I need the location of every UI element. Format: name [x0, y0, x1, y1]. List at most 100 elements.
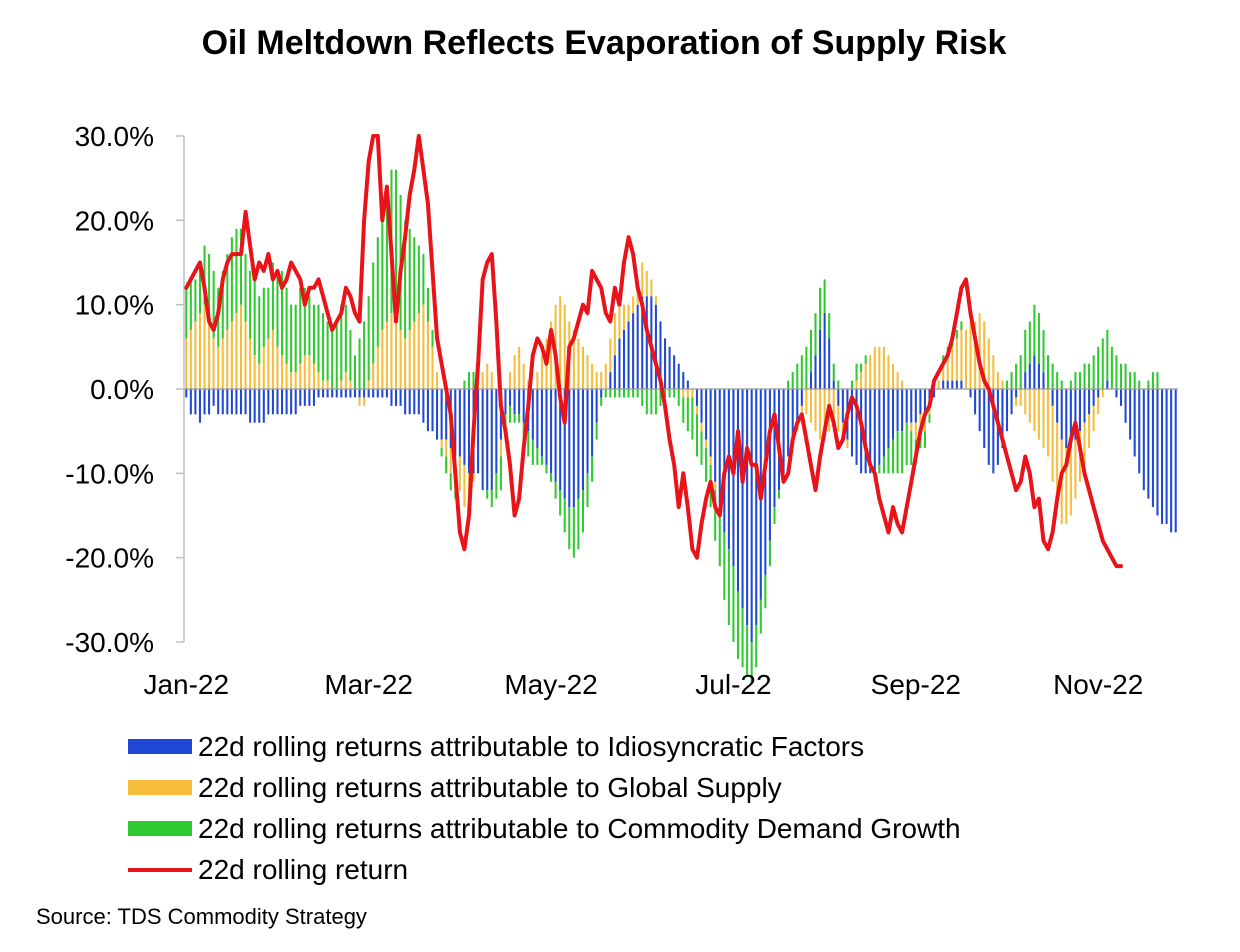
bars-layer — [185, 169, 1177, 685]
bar-demand — [513, 414, 516, 423]
bar-supply — [572, 329, 575, 389]
bar-idiosyncratic — [1005, 389, 1009, 432]
bar-demand — [285, 287, 288, 364]
bar-demand — [1083, 363, 1086, 389]
bar-supply — [513, 355, 516, 389]
bar-idiosyncratic — [905, 389, 908, 423]
bar-demand — [650, 389, 653, 415]
bar-supply — [987, 338, 990, 389]
bar-demand — [718, 507, 721, 567]
bar-supply — [385, 321, 388, 389]
bar-idiosyncratic — [317, 389, 320, 398]
bar-supply — [217, 346, 220, 389]
bar-supply — [686, 389, 689, 398]
bar-idiosyncratic — [390, 389, 393, 406]
bar-demand — [531, 439, 534, 465]
bar-idiosyncratic — [463, 389, 466, 465]
bar-idiosyncratic — [331, 389, 334, 398]
bar-idiosyncratic — [568, 389, 571, 508]
bar-demand — [353, 355, 357, 389]
bar-supply — [194, 321, 197, 389]
bar-supply — [1092, 405, 1095, 432]
bar-supply — [819, 389, 822, 440]
bar-demand — [376, 237, 379, 347]
bar-idiosyncratic — [709, 389, 712, 457]
bar-demand — [226, 254, 229, 330]
bar-demand — [1019, 355, 1022, 389]
bar-idiosyncratic — [208, 389, 211, 415]
bar-supply — [1033, 389, 1036, 432]
bar-idiosyncratic — [454, 389, 457, 457]
bar-demand — [791, 372, 794, 389]
bar-supply — [613, 313, 616, 356]
bar-supply — [942, 363, 945, 381]
bar-idiosyncratic — [531, 389, 534, 440]
bar-idiosyncratic — [645, 296, 648, 389]
bar-idiosyncratic — [1161, 389, 1164, 524]
bar-idiosyncratic — [577, 389, 580, 499]
x-tick-labels: Jan-22 Mar-22 May-22 Jul-22 Sep-22 Nov-22 — [143, 669, 1143, 700]
bar-supply — [189, 329, 192, 389]
bar-supply — [381, 329, 384, 389]
bar-demand — [1110, 346, 1113, 389]
bar-idiosyncratic — [1138, 389, 1141, 474]
bar-supply — [595, 372, 598, 389]
bar-supply — [1051, 405, 1054, 482]
bar-idiosyncratic — [969, 389, 972, 398]
bar-supply — [349, 380, 352, 389]
bar-idiosyncratic — [764, 389, 767, 575]
bar-idiosyncratic — [367, 389, 370, 398]
bar-supply — [855, 380, 858, 389]
bar-idiosyncratic — [477, 389, 480, 474]
bar-idiosyncratic — [755, 389, 758, 626]
bar-idiosyncratic — [718, 389, 721, 508]
bar-idiosyncratic — [417, 389, 420, 415]
bar-idiosyncratic — [413, 389, 416, 415]
legend-swatch-demand — [128, 821, 192, 836]
bar-demand — [1015, 363, 1018, 389]
bar-idiosyncratic — [1151, 389, 1154, 508]
bar-demand — [736, 591, 740, 659]
bar-demand — [691, 397, 694, 440]
bar-supply — [422, 304, 425, 389]
bar-demand — [486, 490, 489, 499]
bar-demand — [577, 498, 580, 550]
bar-demand — [331, 329, 334, 389]
bar-supply — [271, 329, 274, 389]
bar-idiosyncratic — [385, 389, 388, 398]
bar-supply — [577, 338, 580, 389]
y-tick-label: 20.0% — [75, 205, 154, 236]
bar-idiosyncratic — [705, 389, 708, 440]
bar-supply — [700, 422, 703, 432]
bar-idiosyncratic — [700, 389, 703, 423]
bar-demand — [1133, 372, 1136, 389]
bar-supply — [486, 363, 489, 389]
bar-supply — [394, 321, 398, 389]
bar-idiosyncratic — [253, 389, 256, 423]
bar-supply — [431, 346, 434, 389]
bar-idiosyncratic — [609, 372, 612, 389]
bar-supply — [508, 372, 512, 389]
bar-idiosyncratic — [445, 389, 448, 440]
bar-demand — [394, 169, 398, 322]
bar-idiosyncratic — [1060, 389, 1063, 440]
bar-idiosyncratic — [203, 389, 206, 415]
bar-idiosyncratic — [436, 389, 439, 440]
bar-demand — [768, 540, 771, 567]
bar-demand — [622, 389, 626, 398]
bar-supply — [1015, 397, 1018, 406]
bar-idiosyncratic — [1092, 389, 1095, 406]
bar-idiosyncratic — [923, 389, 926, 415]
bar-idiosyncratic — [372, 389, 375, 398]
bar-idiosyncratic — [431, 389, 434, 432]
bar-demand — [878, 464, 881, 474]
bar-demand — [417, 245, 420, 314]
bar-demand — [891, 439, 895, 474]
bar-supply — [376, 346, 379, 389]
bar-demand — [800, 355, 803, 389]
bar-supply — [992, 355, 995, 389]
y-ticks: 30.0% 20.0% 10.0% 0.0% -10.0% -20.0% -30.0% — [65, 121, 184, 658]
bar-idiosyncratic — [522, 389, 525, 423]
chart-title: Oil Meltdown Reflects Evaporation of Sup… — [201, 24, 1007, 62]
bar-idiosyncratic — [686, 380, 689, 389]
